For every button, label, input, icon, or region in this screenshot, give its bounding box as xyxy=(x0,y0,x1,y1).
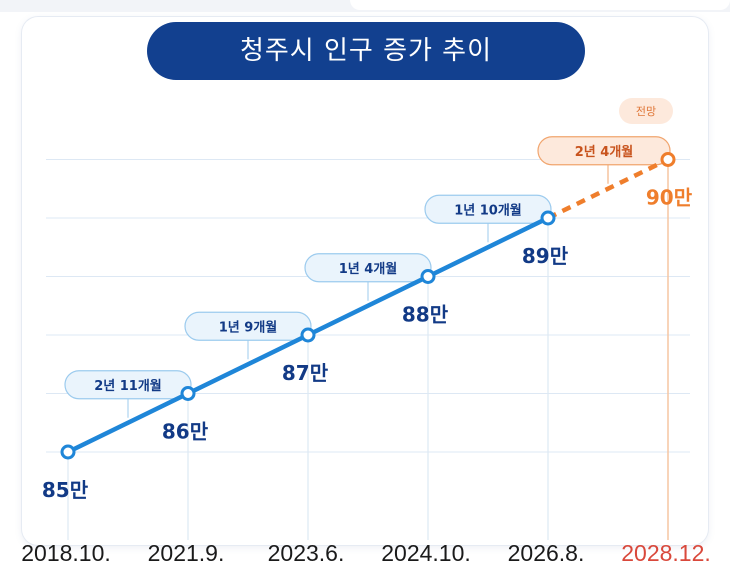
top-tab xyxy=(350,0,730,10)
data-point xyxy=(540,210,556,226)
x-tick-label: 2018.10. xyxy=(21,540,111,566)
value-label: 87만 xyxy=(282,361,329,385)
interval-label: 2년 4개월 xyxy=(575,144,634,160)
data-point xyxy=(60,444,76,460)
x-axis-labels: 2018.10. 2021.9. 2023.6. 2024.10. 2026.8. 202… xyxy=(0,540,730,575)
data-point xyxy=(660,152,676,167)
x-tick-label: 2023.6. xyxy=(267,540,345,566)
x-tick-label: 2028.12. xyxy=(621,540,711,566)
top-strip xyxy=(0,0,730,12)
interval-callout xyxy=(537,136,671,166)
value-label: 90만 xyxy=(646,186,693,210)
data-point xyxy=(180,386,196,401)
interval-callout xyxy=(184,311,312,341)
interval-label: 1년 9개월 xyxy=(219,319,278,335)
series-line-forecast xyxy=(547,157,669,221)
forecast-badge xyxy=(619,98,673,124)
interval-label: 2년 11개월 xyxy=(94,378,162,394)
chart-title: 청주시 인구 증가 추이 xyxy=(147,22,585,80)
interval-label: 1년 10개월 xyxy=(454,202,522,218)
x-tick-label: 2021.9. xyxy=(147,540,225,566)
x-tick-label: 2024.10. xyxy=(381,540,471,566)
value-label: 88만 xyxy=(402,303,449,327)
population-line-chart: 2년 11개월 1년 9개월 1년 4개월 1년 10개월 2년 4개월 전망 85만 86만… xyxy=(42,98,693,540)
interval-callout xyxy=(424,194,552,224)
forecast-badge-label: 전망 xyxy=(636,105,656,118)
interval-label: 1년 4개월 xyxy=(339,261,398,277)
value-label: 89만 xyxy=(522,244,569,268)
interval-callout xyxy=(64,370,192,400)
data-point xyxy=(420,269,436,284)
data-point xyxy=(300,327,316,343)
interval-callout xyxy=(304,253,432,283)
x-tick-label: 2026.8. xyxy=(507,540,585,566)
value-label: 86만 xyxy=(162,420,209,444)
value-label: 85만 xyxy=(42,478,89,502)
